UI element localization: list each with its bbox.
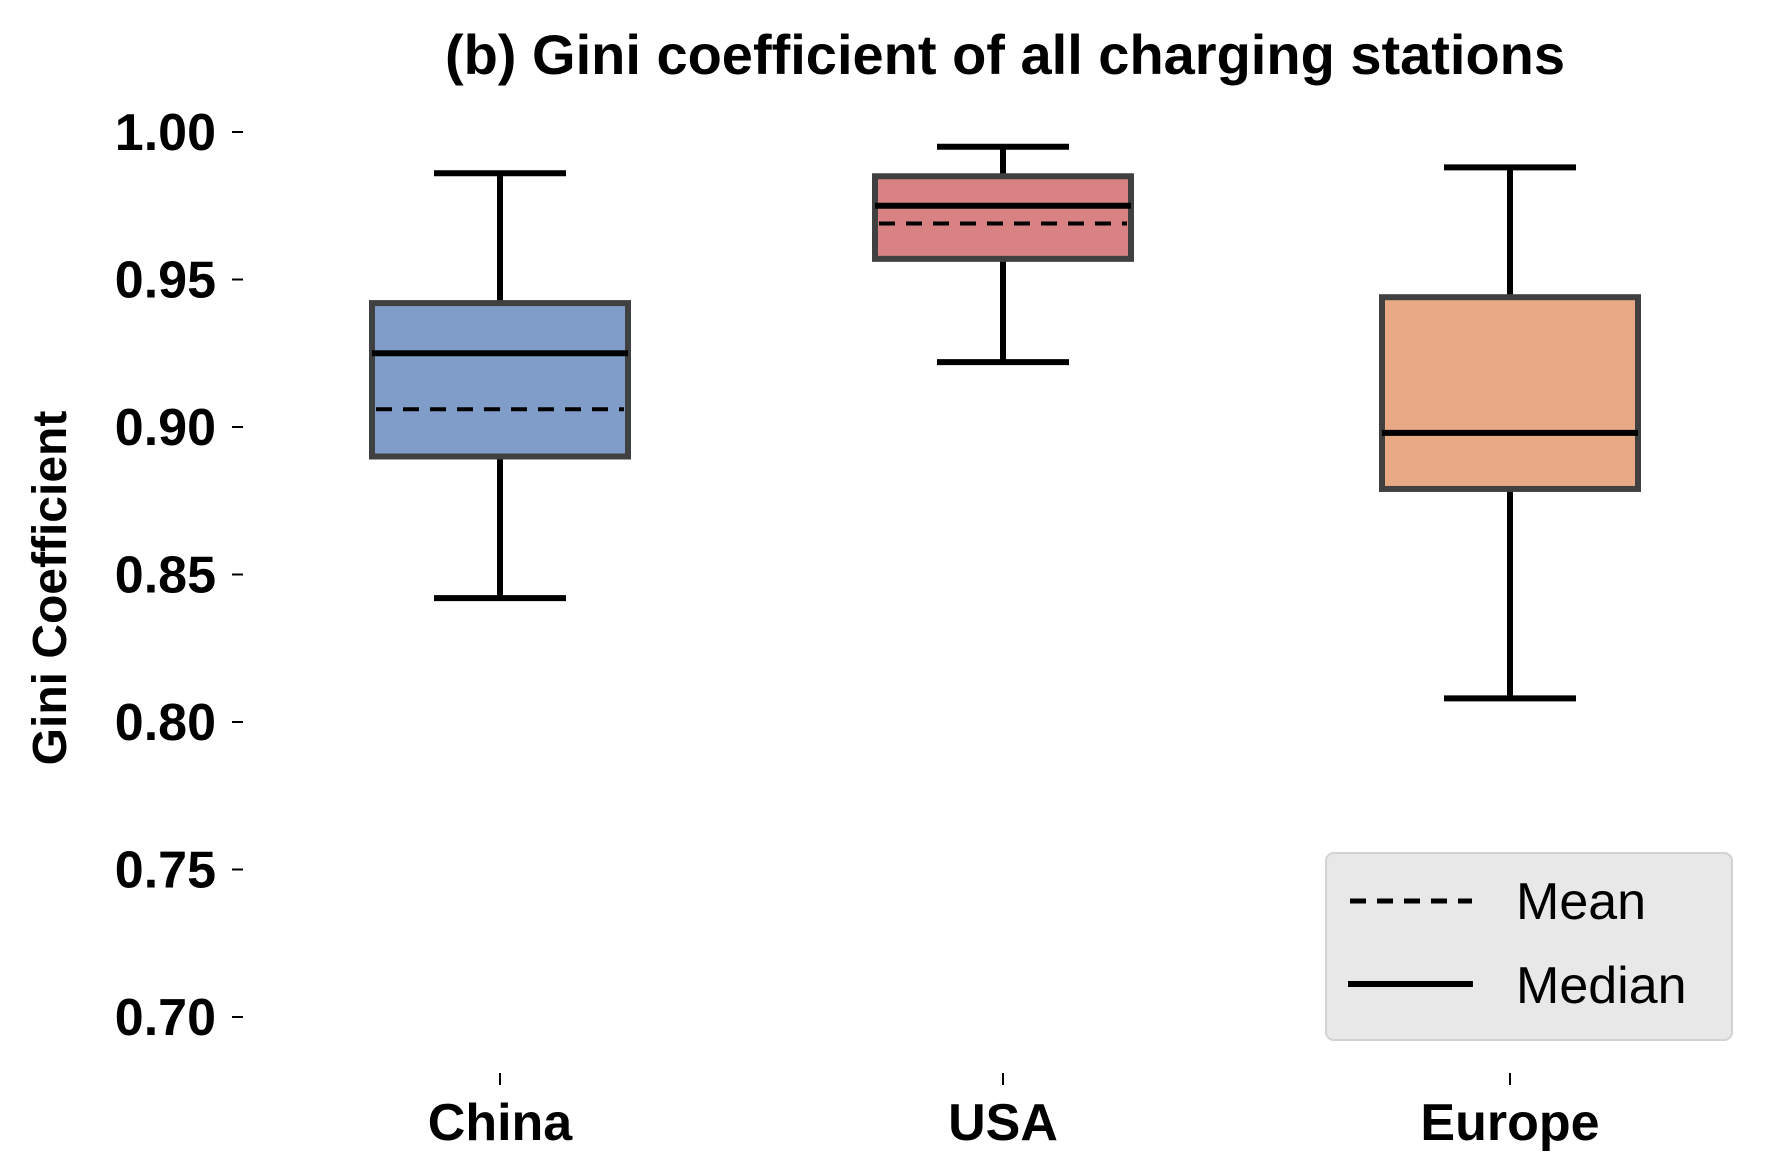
y-tick-label: 0.80 — [115, 694, 216, 752]
legend: Mean Median — [1325, 852, 1733, 1041]
chart-title: (b) Gini coefficient of all charging sta… — [445, 23, 1565, 86]
y-axis-label: Gini Coefficient — [24, 411, 77, 766]
x-tick-label: USA — [948, 1094, 1058, 1152]
box-europe — [1379, 164, 1641, 702]
y-tick-label: 0.95 — [115, 252, 216, 310]
y-tick-label: 0.75 — [115, 842, 216, 900]
box-china — [369, 170, 631, 602]
legend-box — [1325, 852, 1733, 1041]
legend-mean-label: Mean — [1516, 873, 1646, 931]
y-tick-label: 0.70 — [115, 989, 216, 1047]
x-tick-label: China — [428, 1094, 574, 1152]
legend-median-label: Median — [1516, 957, 1687, 1015]
iqr-box — [872, 173, 1134, 262]
box-usa — [872, 143, 1134, 366]
iqr-box — [1379, 294, 1641, 492]
y-tick-label: 0.85 — [115, 547, 216, 605]
box-plot-area — [369, 143, 1641, 702]
x-tick-label: Europe — [1420, 1094, 1599, 1152]
y-axis: 1.00 0.95 0.90 0.85 0.80 0.75 0.70 — [115, 104, 243, 1047]
y-tick-label: 1.00 — [115, 104, 216, 162]
iqr-box — [369, 300, 631, 460]
y-tick-label: 0.90 — [115, 399, 216, 457]
x-axis: China USA Europe — [428, 1073, 1600, 1152]
